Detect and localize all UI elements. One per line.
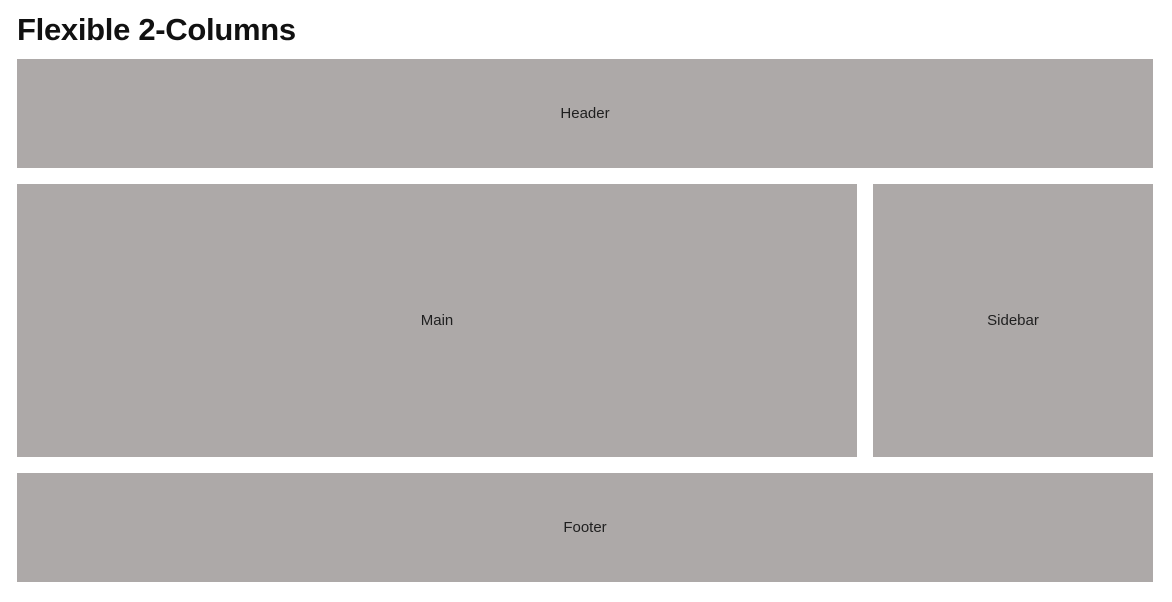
header-region: Header bbox=[17, 59, 1153, 168]
footer-region: Footer bbox=[17, 473, 1153, 582]
main-label: Main bbox=[420, 312, 454, 329]
header-label: Header bbox=[560, 105, 610, 122]
sidebar-region: Sidebar bbox=[873, 184, 1153, 457]
sidebar-label: Sidebar bbox=[987, 312, 1039, 329]
footer-label: Footer bbox=[563, 519, 607, 536]
page-title: Flexible 2-Columns bbox=[17, 12, 296, 47]
main-region: Main bbox=[17, 184, 857, 457]
